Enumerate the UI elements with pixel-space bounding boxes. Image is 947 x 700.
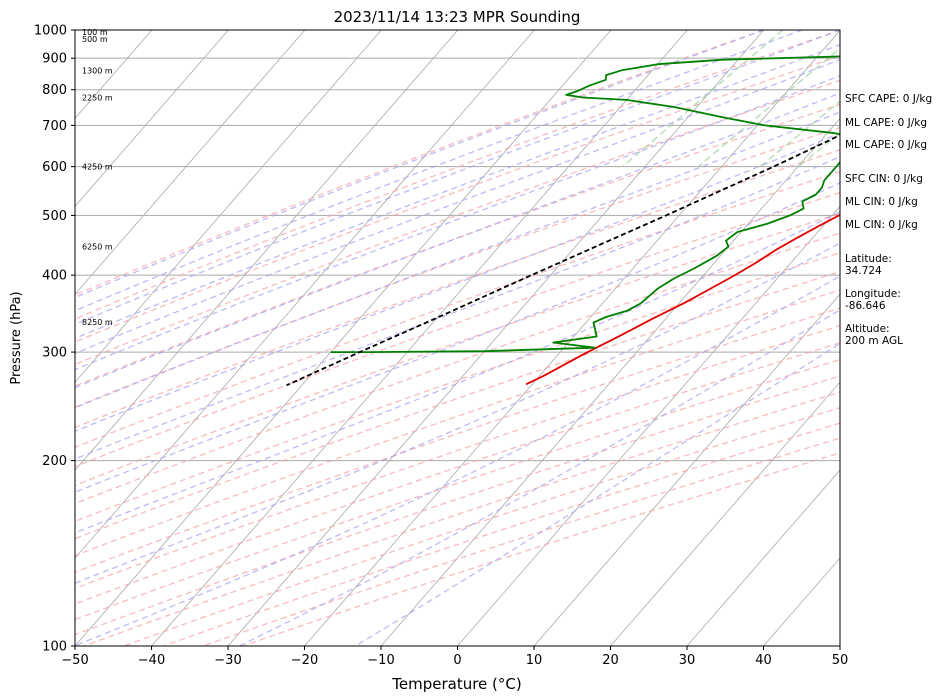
dry-adiabat-line <box>163 422 840 646</box>
isotherm-line <box>75 30 306 295</box>
height-label: 4250 m <box>82 163 113 172</box>
moist-adiabat-line <box>75 43 840 340</box>
height-label: 8250 m <box>82 318 113 327</box>
dry-adiabat-line <box>75 103 840 387</box>
dewpoint-trace <box>330 55 840 353</box>
side-panel-item: Longitude: -86.646 <box>845 288 901 312</box>
y-tick-label: 700 <box>42 119 67 134</box>
moist-adiabat-line <box>75 275 840 646</box>
dry-adiabat-line <box>75 30 840 320</box>
moist-adiabat-line <box>75 30 765 299</box>
dry-adiabat-line <box>75 289 840 557</box>
mixing-ratio-line <box>759 100 840 168</box>
side-panel-item: ML CAPE: 0 J/kg <box>845 117 928 129</box>
moist-adiabat-line <box>75 30 840 326</box>
isotherm-line <box>75 30 229 207</box>
side-panel-item: ML CAPE: 0 J/kg <box>845 139 928 151</box>
y-tick-label: 300 <box>42 346 67 361</box>
height-label: 100 m <box>82 28 108 37</box>
dry-adiabat-line <box>75 342 840 605</box>
moist-adiabat-line <box>238 309 840 646</box>
y-tick-label: 500 <box>42 209 67 224</box>
side-panel-item: ML CIN: 0 J/kg <box>845 219 918 231</box>
x-tick-label: 50 <box>832 653 849 668</box>
x-tick-label: −30 <box>214 653 241 668</box>
dry-adiabat-line <box>242 452 840 646</box>
dry-adiabat-line <box>75 375 840 636</box>
moist-adiabat-line <box>355 342 840 646</box>
isotherm-line <box>227 30 765 646</box>
isotherm-line <box>75 30 612 646</box>
isotherm-line <box>75 30 535 559</box>
moist-adiabat-line <box>75 182 840 493</box>
x-tick-label: −40 <box>138 653 165 668</box>
isotherm-line <box>457 205 840 646</box>
dry-adiabat-line <box>75 358 840 621</box>
moist-adiabat-line <box>75 59 840 355</box>
x-tick-label: −20 <box>291 653 318 668</box>
y-tick-label: 1000 <box>34 24 67 39</box>
height-label: 6250 m <box>82 243 113 252</box>
y-tick-label: 800 <box>42 83 67 98</box>
dry-adiabat-line <box>75 192 840 468</box>
chart-title: 2023/11/14 13:23 MPR Sounding <box>334 8 581 26</box>
dry-adiabat-line <box>83 391 840 646</box>
moist-adiabat-line <box>75 30 803 312</box>
x-tick-label: 30 <box>679 653 696 668</box>
sounding-traces <box>286 55 840 387</box>
moist-adiabat-line <box>75 132 840 432</box>
moist-adiabat-line <box>75 242 840 584</box>
mixing-ratio-line <box>622 30 784 168</box>
side-panel-item: SFC CAPE: 0 J/kg <box>845 93 933 105</box>
y-axis-label: Pressure (hPa) <box>9 291 24 384</box>
x-tick-label: −50 <box>61 653 88 668</box>
x-tick-label: 10 <box>526 653 543 668</box>
x-tick-label: −10 <box>367 653 394 668</box>
dry-adiabat-line <box>75 55 840 343</box>
reference-lines <box>75 30 947 646</box>
y-tick-label: 100 <box>42 640 67 655</box>
dry-adiabat-line <box>202 437 840 646</box>
height-label: 1300 m <box>82 66 113 75</box>
mixing-ratio-line <box>697 47 840 168</box>
x-tick-label: 20 <box>602 653 619 668</box>
x-tick-label: 40 <box>755 653 772 668</box>
isotherm-line <box>304 30 840 646</box>
y-tick-label: 200 <box>42 454 67 469</box>
x-axis-label: Temperature (°C) <box>391 675 521 693</box>
isotherm-line <box>686 469 840 646</box>
isotherm-line <box>75 30 459 471</box>
dry-adiabat-line <box>75 251 840 523</box>
moist-adiabat-line <box>75 111 840 409</box>
x-axis: −50 −40 −30 −20 −10 0 10 20 30 40 50 <box>61 646 848 668</box>
dry-adiabat-line <box>75 149 840 429</box>
side-panel-item: Altitude: 200 m AGL <box>845 323 903 347</box>
y-tick-label: 400 <box>42 269 67 284</box>
height-label: 500 m <box>82 35 108 44</box>
dry-adiabat-line <box>75 307 840 573</box>
temperature-trace <box>525 213 840 386</box>
y-axis: 1000 900 800 700 600 500 400 300 200 100 <box>34 24 75 655</box>
dry-adiabat-line <box>75 212 840 487</box>
side-panel-item: Latitude: 34.724 <box>845 253 892 277</box>
isotherm-line <box>610 381 840 646</box>
dry-adiabat-line <box>123 407 840 646</box>
dry-adiabat-line <box>75 79 840 366</box>
y-tick-label: 600 <box>42 160 67 175</box>
moist-adiabat-line <box>75 155 840 460</box>
x-tick-label: 0 <box>453 653 461 668</box>
y-tick-label: 900 <box>42 52 67 67</box>
side-panel-item: ML CIN: 0 J/kg <box>845 196 918 208</box>
side-panel-item: SFC CIN: 0 J/kg <box>845 173 923 185</box>
height-label: 2250 m <box>82 94 113 103</box>
mixing-ratio-line <box>942 30 947 167</box>
